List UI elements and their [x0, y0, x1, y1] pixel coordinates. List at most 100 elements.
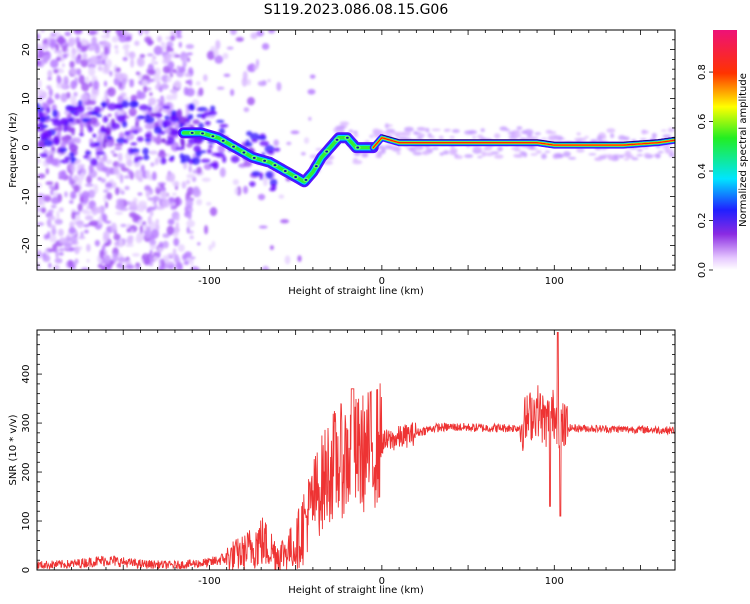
heatmap-speckle-blob — [153, 126, 162, 134]
heatmap-speckle-blob — [145, 114, 150, 118]
figure-title: S119.2023.086.08.15.G06 — [264, 2, 449, 18]
heatmap-speckle-blob — [394, 133, 400, 138]
heatmap-speckle-blob — [54, 93, 60, 100]
snr-x-axis-label: Height of straight line (km) — [288, 585, 424, 596]
heatmap-speckle-blob — [137, 192, 143, 196]
heatmap-speckle-blob — [143, 85, 148, 93]
heatmap-speckle-blob — [101, 166, 109, 173]
heatmap-speckle-blob — [144, 138, 151, 142]
heatmap-speckle-blob — [37, 50, 45, 57]
heatmap-speckle-blob — [76, 49, 81, 53]
heatmap-speckle-blob — [145, 189, 150, 198]
heatmap-speckle-blob — [102, 30, 111, 33]
heatmap-speckle-blob — [412, 151, 420, 154]
heatmap-speckle-blob — [113, 233, 121, 241]
colorbar-tick-label: 0.6 — [697, 114, 708, 130]
heatmap-speckle-blob — [524, 129, 534, 135]
heatmap-hotspot — [232, 145, 235, 148]
heatmap-speckle-blob — [37, 157, 41, 165]
heatmap-speckle-blob — [134, 40, 140, 46]
heatmap-speckle-blob — [87, 100, 96, 105]
heatmap-hotspot — [252, 156, 256, 159]
heatmap-hotspot — [273, 164, 277, 167]
heatmap-speckle-blob — [167, 218, 175, 226]
heatmap-speckle-blob — [52, 243, 58, 253]
heatmap-speckle-blob — [234, 187, 239, 195]
heatmap-speckle-blob — [297, 255, 302, 263]
heatmap-speckle-blob — [352, 160, 363, 165]
heatmap-speckle-blob — [76, 41, 82, 49]
heatmap-speckle-blob — [162, 240, 169, 249]
heatmap-speckle-blob — [265, 171, 274, 179]
heatmap-speckle-blob — [37, 42, 41, 50]
heatmap-speckle-blob — [449, 148, 458, 154]
heatmap-speckle-blob — [98, 216, 103, 225]
heatmap-speckle-blob — [247, 64, 253, 72]
heatmap-speckle-blob — [93, 80, 100, 90]
heatmap-speckle-blob — [43, 139, 53, 147]
heatmap-speckle-blob — [352, 158, 358, 161]
heatmap-speckle-blob — [152, 135, 156, 143]
heatmap-speckle-blob — [431, 128, 441, 132]
heatmap-speckle-blob — [151, 171, 157, 181]
heatmap-speckle-blob — [222, 52, 229, 60]
heatmap-hotspot — [345, 136, 349, 139]
heatmap-speckle-blob — [117, 152, 123, 162]
heatmap-speckle-blob — [206, 201, 212, 206]
heatmap-speckle-blob — [88, 66, 96, 77]
heatmap-speckle-blob — [183, 57, 188, 64]
heatmap-hotspot — [263, 159, 267, 162]
heatmap-speckle-blob — [146, 53, 154, 57]
heatmap-speckle-blob — [136, 57, 145, 67]
heatmap-speckle-blob — [512, 153, 523, 158]
heatmap-speckle-blob — [141, 79, 148, 86]
heatmap-speckle-blob — [114, 187, 120, 196]
heatmap-speckle-blob — [269, 187, 276, 192]
heatmap-speckle-blob — [130, 58, 135, 68]
heatmap-speckle-blob — [204, 224, 209, 235]
heatmap-speckle-blob — [47, 76, 52, 81]
heatmap-speckle-blob — [576, 148, 585, 153]
heatmap-speckle-blob — [124, 48, 130, 57]
heatmap-speckle-blob — [116, 137, 126, 144]
heatmap-speckle-blob — [161, 198, 171, 208]
heatmap-speckle-blob — [103, 194, 107, 203]
heatmap-speckle-blob — [180, 138, 185, 149]
heatmap-speckle-blob — [372, 128, 380, 134]
heatmap-speckle-blob — [55, 249, 59, 259]
heatmap-x-axis-label: Height of straight line (km) — [288, 286, 424, 297]
heatmap-speckle-blob — [188, 79, 193, 87]
heatmap-speckle-blob — [222, 155, 227, 163]
heatmap-speckle-blob — [101, 34, 109, 39]
heatmap-speckle-blob — [335, 125, 346, 131]
y-tick-label: 0 — [21, 144, 32, 150]
heatmap-speckle-blob — [160, 138, 167, 143]
heatmap-speckle-blob — [116, 33, 126, 38]
heatmap-speckle-blob — [588, 153, 597, 156]
heatmap-speckle-blob — [242, 185, 249, 194]
heatmap-speckle-blob — [120, 223, 127, 228]
y-tick-label: 200 — [21, 462, 32, 481]
heatmap-speckle-blob — [422, 151, 428, 155]
x-tick-label: -100 — [198, 276, 221, 287]
heatmap-speckle-blob — [70, 190, 77, 199]
heatmap-speckle-blob — [442, 150, 449, 155]
heatmap-speckle-blob — [73, 91, 78, 97]
heatmap-speckle-blob — [610, 133, 615, 139]
heatmap-speckle-blob — [87, 189, 96, 199]
heatmap-speckle-blob — [89, 55, 99, 65]
heatmap-speckle-blob — [339, 121, 350, 126]
heatmap-speckle-blob — [494, 154, 504, 159]
heatmap-speckle-blob — [261, 265, 270, 270]
heatmap-speckle-blob — [273, 139, 279, 147]
heatmap-speckle-blob — [438, 135, 444, 140]
heatmap-speckle-blob — [207, 110, 218, 116]
y-tick-label: 400 — [21, 365, 32, 384]
heatmap-speckle-blob — [175, 30, 182, 36]
heatmap-speckle-blob — [68, 200, 74, 204]
heatmap-speckle-blob — [219, 123, 229, 128]
heatmap-speckle-blob — [555, 136, 560, 139]
heatmap-speckle-blob — [172, 68, 177, 74]
heatmap-hotspot — [294, 175, 298, 178]
heatmap-speckle-blob — [41, 43, 49, 50]
